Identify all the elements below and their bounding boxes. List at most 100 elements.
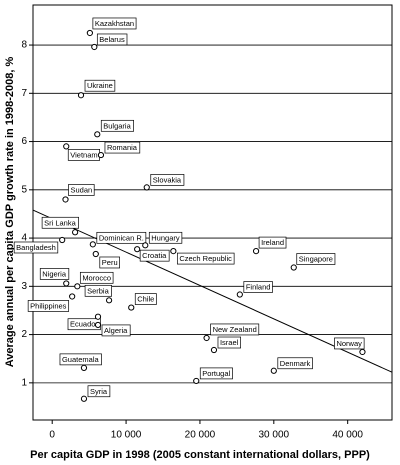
point [91,43,98,51]
label-box [104,141,141,154]
point-label-group: Belarus [96,33,128,46]
label-box [176,252,235,265]
fit-line [32,209,393,373]
point-label-group: Dominican R. [96,231,147,244]
label-box [217,336,242,349]
point [128,304,135,311]
point-label: Philippines [30,301,67,310]
y-tick-label: 1 [21,377,27,388]
point-label: Ukraine [87,81,113,90]
point-label: Chile [137,295,154,304]
label-box [39,268,70,280]
point-label-group: Ireland [258,236,287,249]
point-label-group: Ukraine [84,79,116,92]
label-box [41,216,79,229]
y-tick-label: 3 [21,281,27,292]
point-label: Kazakhstan [95,19,134,28]
point [74,283,81,290]
label-box [92,17,137,30]
point [252,248,260,255]
point-label-group: Serbia [84,284,112,297]
point-label: Finland [246,283,271,292]
point-label: Syria [90,387,108,396]
point [63,280,70,287]
label-box [84,79,116,92]
point-label: Ecuador [70,320,98,329]
point-label-group: Finland [243,281,273,293]
point-label-group: Denmark [277,357,313,370]
point [94,131,101,138]
point [143,184,150,191]
label-box [27,300,70,312]
label-box [68,184,95,196]
point-label: Singapore [299,254,333,263]
point-label-group: Peru [99,256,120,269]
label-box [99,256,120,269]
point-label: Croatia [142,251,167,260]
label-box [243,281,273,293]
point [270,367,277,374]
point-label-group: Vietnam [67,149,100,161]
point-label: Nigeria [42,269,67,278]
point [89,241,96,248]
point-label-group: Portugal [199,367,233,380]
point [97,151,105,159]
point-label-group: Norway [334,337,365,350]
label-box [84,284,112,297]
point-label: Portugal [202,369,230,378]
point [94,321,102,329]
point-label-group: Syria [87,385,111,398]
point-label: Sudan [71,185,93,194]
point [62,196,69,203]
label-box [79,271,114,284]
point-label: Bulgaria [103,121,131,130]
point-label-group: Singapore [296,253,336,265]
point-label: New Zealand [213,325,257,334]
x-tick-label: 0 [49,430,55,441]
label-box [148,231,183,244]
point [63,143,70,150]
point-label-group: Bulgaria [100,119,134,132]
point-label: Hungary [151,233,180,242]
point-label-group: Kazakhstan [92,17,137,30]
point-label-group: Algeria [101,324,131,337]
label-box [134,293,157,305]
label-box [150,174,185,186]
x-tick-label: 30 000 [259,430,290,441]
point-label: Guatemala [62,355,100,364]
point-label-group: Hungary [148,231,183,244]
point-label-group: Nigeria [39,268,70,280]
label-box [210,323,260,336]
point-label: Peru [102,258,118,267]
label-box [87,385,111,398]
label-box [296,253,336,265]
point [86,29,93,37]
point-label: Bangladesh [16,243,56,252]
point-label-group: Slovakia [150,174,185,186]
point-label: Sri Lanka [44,218,77,227]
y-tick-label: 5 [21,184,27,195]
point [94,313,102,320]
point-label: Czech Republic [179,254,232,263]
point [80,364,88,371]
point-label-group: Sudan [68,184,95,196]
point-label: Romania [107,143,138,152]
label-box [101,324,131,337]
point [80,395,88,402]
point [134,246,141,253]
label-box [258,236,287,249]
x-axis-title: Per capita GDP in 1998 (2005 constant in… [30,449,370,461]
point-label: Denmark [280,359,311,368]
point [236,291,243,298]
label-box [96,33,128,46]
point-label-group: Morocco [79,271,114,284]
point-label: Morocco [82,273,111,282]
point-label: Serbia [87,286,110,295]
x-tick-label: 10 000 [111,430,142,441]
point-label: Norway [336,339,362,348]
label-box [199,367,233,380]
point-label-group: Romania [104,141,141,154]
y-tick-label: 8 [21,40,27,51]
point [170,248,177,255]
point-label-group: Chile [134,293,157,305]
